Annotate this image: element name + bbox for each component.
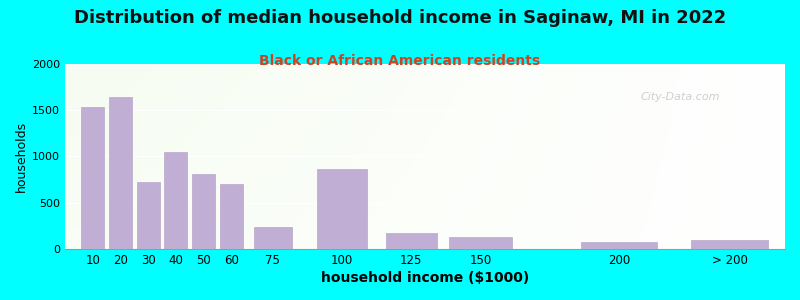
Bar (220, 184, 242, 249)
Bar (137, 182, 160, 249)
Bar (386, 233, 437, 249)
Text: City-Data.com: City-Data.com (641, 92, 721, 102)
Y-axis label: households: households (15, 121, 28, 192)
Text: Distribution of median household income in Saginaw, MI in 2022: Distribution of median household income … (74, 9, 726, 27)
Bar (165, 152, 187, 249)
Bar (192, 174, 215, 249)
Text: Black or African American residents: Black or African American residents (259, 54, 541, 68)
Bar (109, 97, 132, 249)
Bar (254, 227, 292, 249)
Bar (691, 240, 768, 249)
Bar (449, 237, 512, 249)
Bar (82, 106, 104, 249)
Bar (581, 242, 657, 249)
Bar (317, 169, 367, 249)
X-axis label: household income ($1000): household income ($1000) (321, 271, 530, 285)
